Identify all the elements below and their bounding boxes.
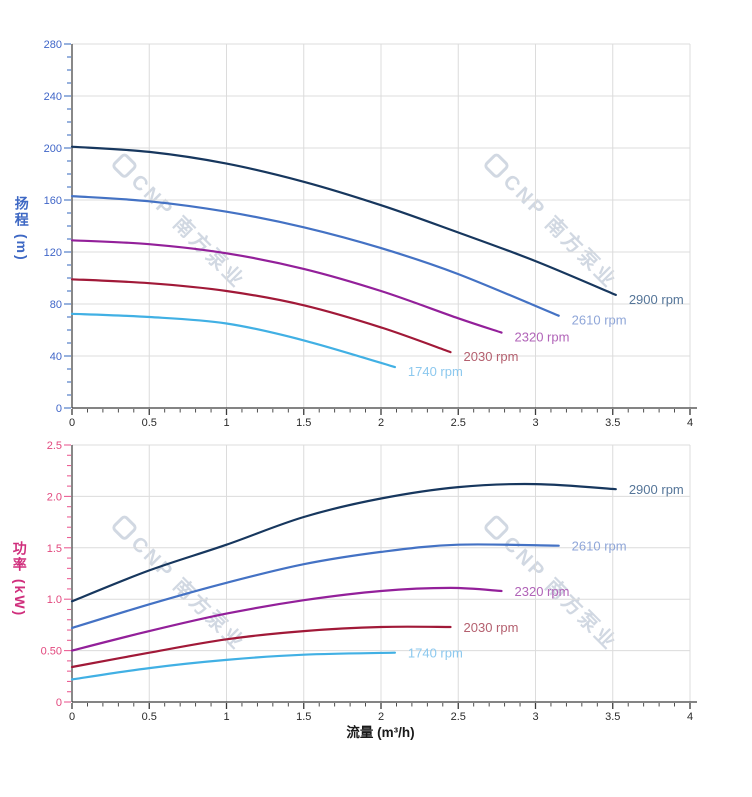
curve-2610-rpm xyxy=(70,195,560,317)
curve-2030-rpm xyxy=(70,278,452,354)
x-tick-label: 2.5 xyxy=(451,417,466,429)
curve-2320-rpm xyxy=(70,239,503,334)
x-tick-label: 0.5 xyxy=(142,711,157,723)
curve-2900-rpm xyxy=(70,482,617,603)
x-tick-label: 0 xyxy=(69,417,75,429)
x-tick-label: 4 xyxy=(687,417,693,429)
y-tick-label: 160 xyxy=(44,195,62,207)
curve-label-2320-rpm: 2320 rpm xyxy=(515,584,570,599)
x-tick-label: 1.5 xyxy=(296,711,311,723)
y-tick-label: 2.0 xyxy=(47,491,62,503)
x-tick-label: 1 xyxy=(223,711,229,723)
curve-2030-rpm xyxy=(70,625,452,669)
y-tick-label: 0 xyxy=(56,697,62,709)
x-tick-label: 1 xyxy=(223,417,229,429)
curve-2900-rpm xyxy=(70,145,617,296)
x-tick-label: 4 xyxy=(687,711,693,723)
curve-label-2320-rpm: 2320 rpm xyxy=(515,330,570,345)
curve-label-1740-rpm: 1740 rpm xyxy=(408,646,463,661)
x-tick-label: 3.5 xyxy=(605,711,620,723)
curve-2320-rpm xyxy=(70,586,503,652)
x-tick-label: 2 xyxy=(378,711,384,723)
head-curves-chart: 0 0.5 1 1.5 2 2.5 3 3.5 404080120160200240280290… xyxy=(44,39,697,429)
y-tick-label: 120 xyxy=(44,247,62,259)
x-tick-label: 2.5 xyxy=(451,711,466,723)
y-tick-label: 240 xyxy=(44,91,62,103)
y-tick-label: 1.0 xyxy=(47,594,62,606)
curve-label-2610-rpm: 2610 rpm xyxy=(572,313,627,328)
curve-2610-rpm xyxy=(70,543,560,630)
y-tick-label: 280 xyxy=(44,39,62,51)
y-tick-label: 200 xyxy=(44,143,62,155)
curve-1740-rpm xyxy=(70,651,396,681)
x-tick-label: 3 xyxy=(532,711,538,723)
y-tick-label: 80 xyxy=(50,299,62,311)
x-tick-label: 3 xyxy=(532,417,538,429)
curve-label-2610-rpm: 2610 rpm xyxy=(572,539,627,554)
curve-label-1740-rpm: 1740 rpm xyxy=(408,364,463,379)
power-axis-title: 功率 (kW) xyxy=(11,541,28,618)
x-tick-label: 0.5 xyxy=(142,417,157,429)
head-axis-title: 扬程 (m) xyxy=(13,196,30,262)
x-tick-label: 3.5 xyxy=(605,417,620,429)
y-tick-label: 0.50 xyxy=(41,646,62,658)
curve-label-2030-rpm: 2030 rpm xyxy=(464,620,519,635)
x-tick-label: 2 xyxy=(378,417,384,429)
y-tick-label: 40 xyxy=(50,351,62,363)
y-tick-label: 0 xyxy=(56,403,62,415)
x-tick-label: 1.5 xyxy=(296,417,311,429)
curve-label-2900-rpm: 2900 rpm xyxy=(629,292,684,307)
curve-1740-rpm xyxy=(70,312,396,369)
x-tick-label: 0 xyxy=(69,711,75,723)
y-tick-label: 1.5 xyxy=(47,543,62,555)
flow-axis-title: 流量 (m³/h) xyxy=(346,725,415,740)
curve-label-2030-rpm: 2030 rpm xyxy=(464,349,519,364)
curve-label-2900-rpm: 2900 rpm xyxy=(629,482,684,497)
power-curves-chart: 0 0.5 1 1.5 2 2.5 3 3.5 4 0 0.50 1.0 1.5 2.0 2.5 2900 r… xyxy=(41,440,697,723)
y-tick-label: 2.5 xyxy=(47,440,62,452)
